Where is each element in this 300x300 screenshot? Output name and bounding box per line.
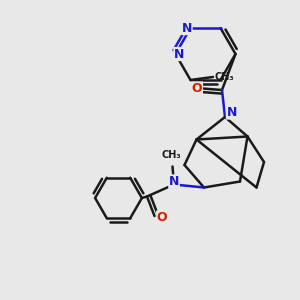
Text: CH₃: CH₃ (161, 150, 181, 160)
Text: O: O (192, 82, 203, 95)
Text: N: N (182, 22, 192, 34)
Text: CH₃: CH₃ (214, 72, 234, 82)
Text: O: O (157, 211, 167, 224)
Text: N: N (174, 47, 184, 61)
Text: N: N (226, 106, 237, 119)
Text: N: N (169, 175, 179, 188)
